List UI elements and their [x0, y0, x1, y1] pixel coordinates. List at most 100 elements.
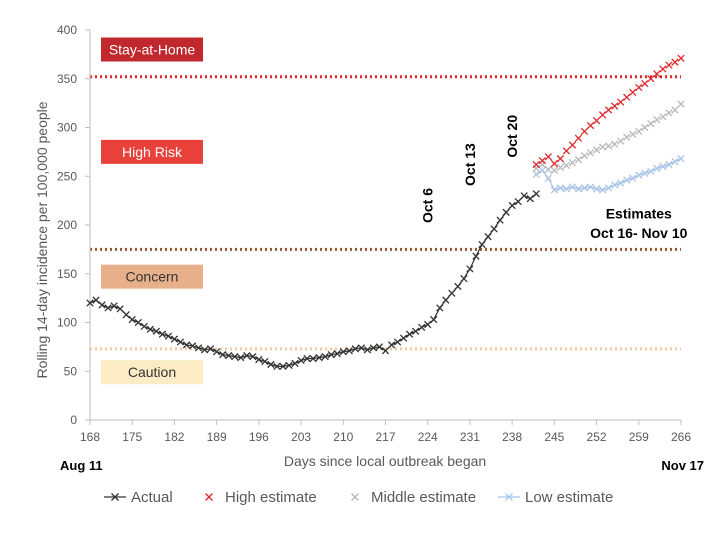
data-point-stroke [604, 142, 613, 150]
data-point [158, 330, 167, 338]
zone-label: High Risk [122, 144, 183, 160]
data-point [556, 184, 565, 192]
data-point-stroke [231, 352, 239, 361]
data-point [562, 147, 571, 155]
data-point-stroke [641, 79, 649, 88]
data-point-stroke [592, 117, 601, 125]
data-point-stroke [617, 98, 625, 106]
data-point [194, 344, 203, 352]
data-point-stroke [598, 186, 607, 194]
data-point [629, 88, 637, 97]
data-point [568, 158, 577, 167]
data-point-stroke [538, 166, 546, 175]
data-point-stroke [303, 354, 311, 363]
data-point [255, 355, 263, 364]
data-point-stroke [653, 164, 661, 173]
data-point-stroke [327, 351, 335, 359]
data-point-stroke [194, 344, 203, 352]
data-point [665, 109, 673, 117]
data-point-stroke [556, 163, 565, 172]
data-point-stroke [562, 185, 571, 193]
data-point [205, 493, 213, 501]
data-point [611, 181, 619, 189]
data-point [526, 195, 534, 203]
series-middle-estimate [532, 100, 685, 175]
data-point-stroke [568, 158, 577, 167]
data-point-stroke [574, 134, 583, 142]
data-point [291, 359, 299, 368]
data-point-stroke [641, 169, 649, 177]
data-point-stroke [182, 341, 191, 349]
data-point-stroke [544, 165, 552, 174]
y-tick-label: 250 [57, 169, 77, 183]
data-point [611, 102, 619, 110]
data-point [128, 315, 136, 324]
data-point-stroke [556, 184, 565, 192]
data-point [285, 361, 293, 370]
data-point-stroke [104, 304, 112, 312]
data-point-stroke [508, 201, 516, 210]
data-point-stroke [671, 157, 679, 166]
zone-label: Concern [126, 269, 179, 285]
data-point [134, 318, 142, 327]
data-point [496, 216, 504, 224]
data-point [562, 161, 571, 170]
data-point [442, 296, 450, 304]
data-point [653, 116, 661, 124]
data-point-stroke [592, 146, 601, 154]
data-point [568, 183, 577, 191]
data-point [333, 350, 341, 358]
data-point [532, 170, 540, 178]
data-point-stroke [659, 113, 667, 121]
data-point-stroke [647, 75, 655, 83]
x-tick-label: 189 [207, 430, 227, 444]
x-tick-label: 252 [587, 430, 607, 444]
data-point-stroke [514, 197, 522, 206]
data-point-stroke [520, 192, 528, 200]
annotation-label: Oct 20 [504, 115, 520, 158]
data-point-stroke [219, 351, 227, 359]
data-point [424, 320, 432, 329]
data-point-stroke [110, 302, 118, 310]
series-high-estimate [532, 54, 685, 169]
legend-label: High estimate [225, 489, 317, 506]
data-point-stroke [574, 156, 583, 164]
x-tick-label: 266 [671, 430, 691, 444]
data-point-stroke [454, 282, 462, 291]
data-point [586, 149, 595, 157]
data-point-stroke [249, 352, 257, 361]
data-point [574, 185, 583, 193]
data-point [592, 185, 601, 193]
data-point-stroke [98, 301, 106, 309]
data-point-stroke [574, 185, 583, 193]
data-point [243, 351, 251, 360]
data-point-stroke [273, 362, 281, 371]
axes: 0 50 100 150 200 250 300 350 400 168 175 182 189 196 2… [57, 23, 691, 444]
data-point-stroke [562, 161, 571, 170]
annotation-backdrop [501, 108, 524, 165]
zone-label-box [101, 264, 203, 289]
legend-item: Actual [104, 489, 173, 506]
data-point-stroke [550, 159, 559, 168]
data-point [436, 304, 444, 312]
data-point [140, 322, 148, 331]
data-point-stroke [505, 493, 513, 501]
annotation-backdrop [416, 177, 439, 234]
data-point-stroke [598, 143, 607, 151]
data-point [170, 335, 179, 343]
annotation-label: Estimates [606, 205, 672, 221]
data-point [200, 346, 209, 354]
data-point [273, 362, 281, 371]
data-point-stroke [544, 153, 552, 161]
zone-label-box [101, 37, 203, 62]
data-point-stroke [580, 152, 589, 160]
y-axis-title: Rolling 14-day incidence per 100,000 peo… [34, 101, 50, 378]
data-point [659, 113, 667, 121]
data-point [544, 153, 552, 161]
data-point [532, 190, 540, 198]
data-point-stroke [321, 352, 329, 361]
annotation-label: Oct 13 [462, 143, 478, 186]
data-point [568, 141, 577, 149]
data-point-stroke [629, 130, 637, 138]
